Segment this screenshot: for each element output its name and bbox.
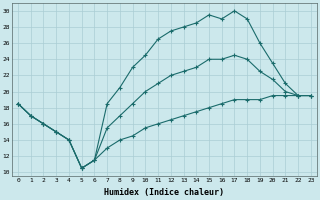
X-axis label: Humidex (Indice chaleur): Humidex (Indice chaleur) [104,188,224,197]
